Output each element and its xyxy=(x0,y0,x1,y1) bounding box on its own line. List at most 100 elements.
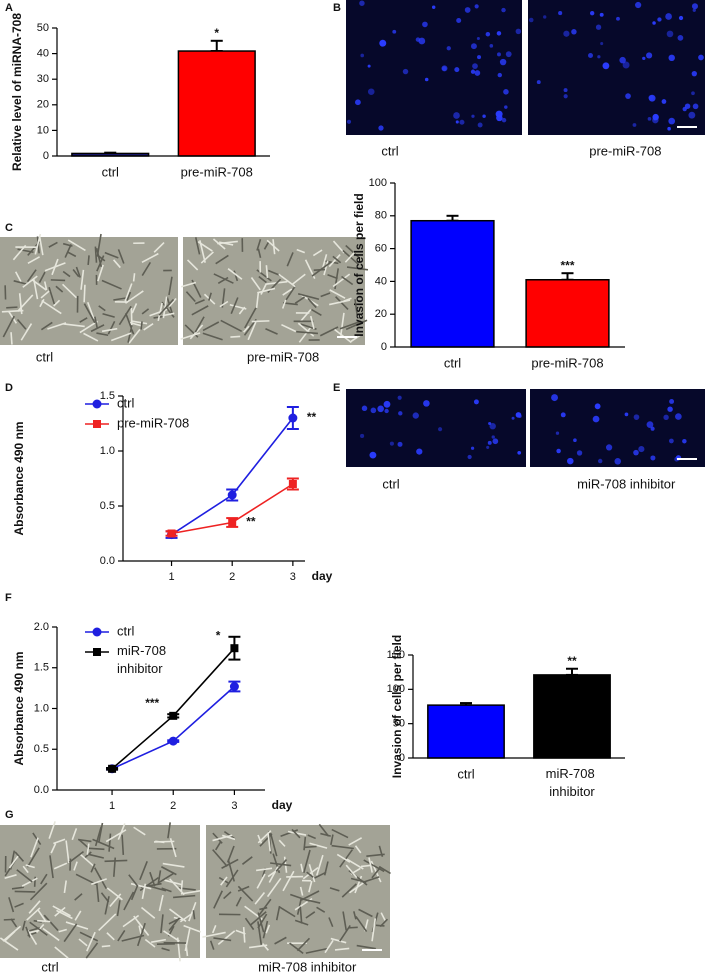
x-tick-label: ctrl xyxy=(457,766,474,781)
cell xyxy=(151,938,166,943)
cell xyxy=(26,847,40,868)
nucleus xyxy=(424,77,429,82)
cell xyxy=(217,276,229,285)
nucleus xyxy=(661,99,667,104)
bar xyxy=(177,50,256,157)
cell xyxy=(79,853,95,867)
error-bar xyxy=(210,39,223,53)
cell xyxy=(296,248,306,254)
cell xyxy=(62,283,77,299)
nucleus xyxy=(597,458,603,464)
cell xyxy=(158,894,164,912)
nucleus xyxy=(536,80,541,85)
cell xyxy=(158,298,175,316)
cell xyxy=(102,312,115,318)
cell xyxy=(130,882,152,890)
nucleus xyxy=(576,450,583,456)
nucleus xyxy=(455,120,459,124)
nucleus xyxy=(678,15,684,21)
cell xyxy=(14,271,22,283)
nucleus xyxy=(369,451,377,459)
cell xyxy=(161,866,177,876)
cell xyxy=(250,277,261,291)
cell xyxy=(47,322,67,330)
nucleus xyxy=(597,55,601,59)
nucleus xyxy=(501,7,506,13)
cell xyxy=(16,869,33,883)
cell xyxy=(50,279,66,282)
nucleus xyxy=(482,114,486,118)
cell xyxy=(320,832,331,837)
legend-label: ctrl xyxy=(117,395,134,410)
micrograph xyxy=(0,233,178,345)
cell xyxy=(14,890,36,893)
cell xyxy=(281,323,297,333)
y-tick-label: 150 xyxy=(387,649,405,661)
nucleus xyxy=(558,11,563,16)
cell xyxy=(13,280,27,285)
marker xyxy=(288,413,298,423)
cell xyxy=(221,834,236,841)
cell xyxy=(265,328,278,335)
cell xyxy=(101,279,122,290)
nucleus xyxy=(668,54,675,62)
cell xyxy=(343,297,352,302)
cell xyxy=(17,294,34,312)
cell xyxy=(7,310,18,324)
x-tick-label: miR-708 inhibitor xyxy=(546,766,599,799)
cell xyxy=(167,822,171,839)
y-tick-label: 100 xyxy=(387,683,405,695)
y-tick-label: 10 xyxy=(37,124,49,136)
cell xyxy=(54,906,66,917)
cell xyxy=(256,269,272,282)
cell xyxy=(328,917,334,928)
cell xyxy=(94,826,102,847)
nucleus xyxy=(555,431,560,435)
cell xyxy=(95,881,100,903)
nucleus xyxy=(431,5,436,9)
nucleus xyxy=(692,8,696,12)
nucleus xyxy=(464,7,471,13)
cell xyxy=(306,871,314,878)
cell xyxy=(279,906,296,918)
micrograph-bg xyxy=(528,0,705,135)
nucleus xyxy=(360,433,365,438)
cell xyxy=(366,853,385,857)
cell xyxy=(202,321,220,332)
annotation: ** xyxy=(246,515,256,529)
cell xyxy=(42,927,60,942)
cell xyxy=(323,260,329,276)
cell xyxy=(257,287,276,294)
y-tick-label: 50 xyxy=(37,22,49,34)
cell xyxy=(141,308,150,315)
cell xyxy=(131,303,138,314)
cell xyxy=(183,924,202,933)
nucleus xyxy=(491,435,495,439)
cell xyxy=(67,239,86,252)
nucleus xyxy=(619,56,626,64)
cell xyxy=(254,892,266,905)
nucleus xyxy=(470,43,477,50)
cell xyxy=(14,902,24,908)
cell xyxy=(230,335,241,338)
cell xyxy=(163,930,180,942)
nucleus xyxy=(677,35,684,41)
cell xyxy=(341,275,354,286)
micrograph-bg xyxy=(0,237,178,345)
micrograph xyxy=(180,237,369,345)
cell xyxy=(320,292,331,298)
marker xyxy=(169,711,178,720)
cell xyxy=(380,912,386,921)
cell xyxy=(379,918,389,928)
cell xyxy=(74,910,82,921)
x-tick-label: 3 xyxy=(290,571,296,583)
nucleus xyxy=(459,119,465,125)
cell xyxy=(140,906,156,919)
nucleus xyxy=(367,88,375,96)
marker xyxy=(168,736,178,746)
cell xyxy=(141,252,159,264)
cell xyxy=(104,896,110,915)
cell xyxy=(227,268,243,280)
cell xyxy=(11,886,24,890)
